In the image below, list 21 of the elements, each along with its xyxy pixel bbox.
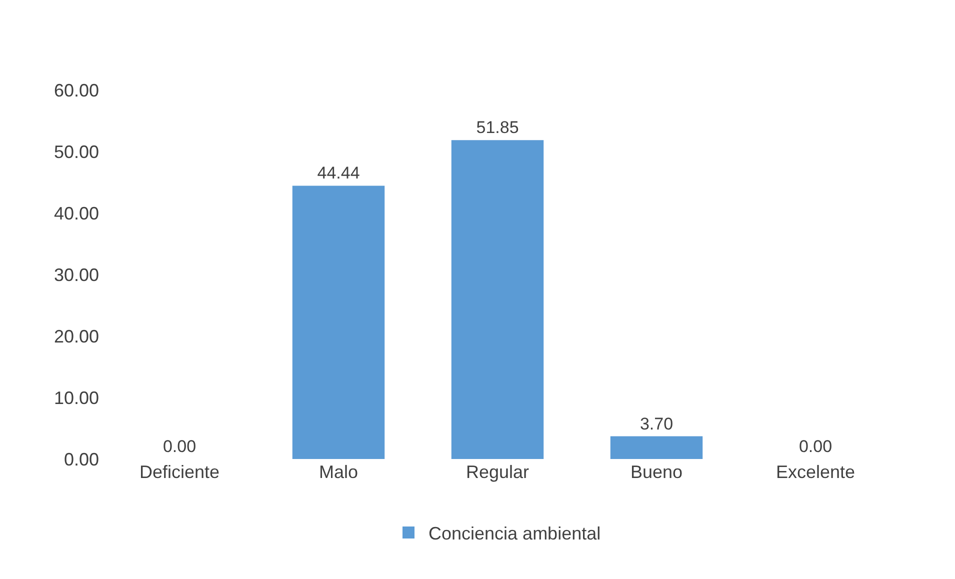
data-label: 3.70 <box>640 414 674 434</box>
y-tick-label: 20.00 <box>54 326 99 346</box>
bar <box>451 140 544 459</box>
data-label: 44.44 <box>317 164 360 183</box>
legend-label: Conciencia ambiental <box>428 524 601 544</box>
y-tick-label: 30.00 <box>54 264 99 285</box>
bar <box>610 436 703 459</box>
y-tick-label: 0.00 <box>64 449 99 470</box>
data-label: 51.85 <box>476 118 519 138</box>
y-tick-label: 40.00 <box>54 203 99 224</box>
x-tick-label: Regular <box>466 462 530 482</box>
x-tick-label: Deficiente <box>139 462 220 482</box>
y-tick-label: 60.00 <box>54 80 99 100</box>
y-tick-label: 10.00 <box>54 388 99 408</box>
x-tick-label: Malo <box>318 462 358 482</box>
data-label: 0.00 <box>798 437 832 456</box>
bar <box>292 186 385 459</box>
data-label: 0.00 <box>162 437 196 456</box>
x-tick-label: Bueno <box>630 462 683 482</box>
x-tick-label: Excelente <box>776 462 856 482</box>
y-tick-label: 50.00 <box>54 142 99 162</box>
